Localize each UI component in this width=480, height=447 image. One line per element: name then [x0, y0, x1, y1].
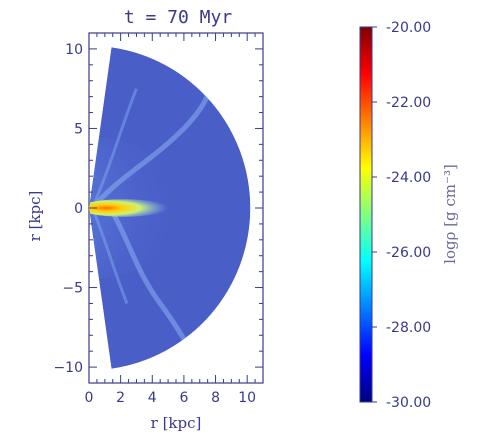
y-tick-label: −5 [62, 281, 83, 297]
outflow-filament-cone [92, 88, 138, 305]
colorbar-tick-label: -20.00 [386, 20, 431, 36]
y-axis: −10 −5 0 5 10 [53, 32, 263, 384]
x-tick-label: 10 [238, 390, 256, 406]
y-tick-label: −10 [53, 360, 83, 376]
x-tick-label: 2 [116, 390, 125, 406]
colorbar-ticks: -30.00 -28.00 -26.00 -24.00 -22.00 -20.00 [372, 20, 431, 411]
x-tick-label: 0 [85, 390, 94, 406]
y-axis-label: r [kpc] [26, 191, 44, 242]
colorbar-tick-label: -30.00 [386, 395, 431, 411]
chart-title: t = 70 Myr [124, 7, 233, 28]
x-tick-label: 4 [148, 390, 157, 406]
x-axis-label: r [kpc] [151, 414, 202, 432]
y-tick-label: 10 [65, 42, 83, 58]
colorbar-tick-label: -24.00 [386, 170, 431, 186]
colorbar-label: logρ [g cm⁻³] [441, 164, 459, 264]
colorbar-tick-label: -22.00 [386, 95, 431, 111]
x-tick-label: 8 [211, 390, 220, 406]
disk-halo [89, 136, 184, 280]
x-axis: 0 2 4 6 8 10 [85, 33, 264, 406]
y-tick-label: 5 [74, 121, 83, 137]
colorbar-tick-label: -28.00 [386, 320, 431, 336]
dense-disk-core [89, 199, 169, 217]
x-tick-label: 6 [179, 390, 188, 406]
colorbar-tick-label: -26.00 [386, 245, 431, 261]
y-tick-label: 0 [74, 201, 83, 217]
colorbar [359, 26, 373, 403]
